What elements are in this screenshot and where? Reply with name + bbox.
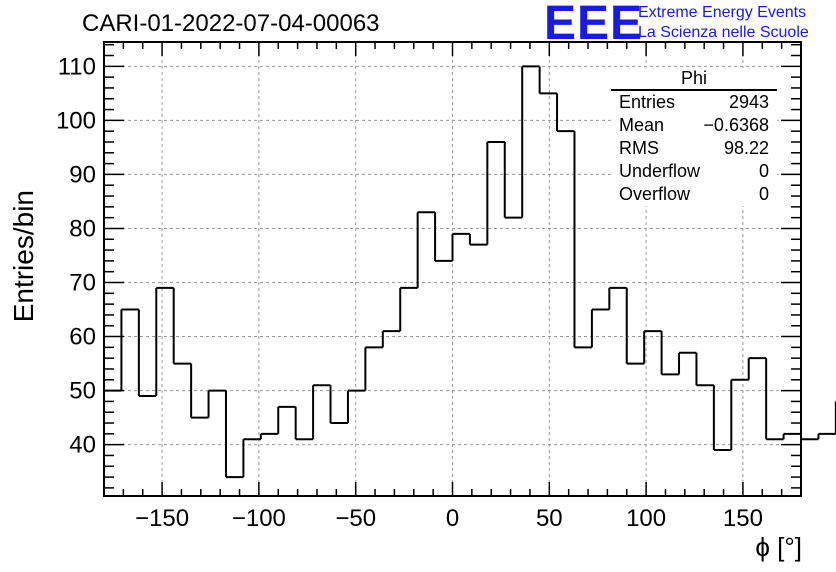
y-tick-label: 70 [69, 270, 96, 297]
stats-box-title: Phi [611, 68, 777, 91]
stats-label: Underflow [619, 161, 701, 181]
x-axis-label: ϕ [°] [755, 532, 802, 562]
y-axis-label: Entries/bin [8, 190, 39, 323]
logo-subtitle-line2: La Scienza nelle Scuole [638, 24, 809, 41]
stats-value: 98.22 [723, 138, 769, 158]
y-tick-label: 60 [69, 324, 96, 351]
y-tick-label: 110 [58, 53, 96, 80]
stats-label: Mean [619, 115, 665, 135]
stats-value: 2943 [728, 92, 769, 112]
y-tick-label: 90 [69, 161, 96, 188]
x-tick-label: 0 [446, 505, 459, 532]
x-tick-label: −150 [135, 505, 189, 532]
stats-box: Phi Entries 2943 Mean −0.6368 RMS 98.22 … [611, 68, 777, 206]
stats-row-overflow: Overflow 0 [611, 183, 777, 206]
y-tick-label: 50 [69, 378, 96, 405]
stats-row-rms: RMS 98.22 [611, 137, 777, 160]
y-tick-label: 40 [69, 432, 96, 459]
x-tick-label: 50 [536, 505, 563, 532]
stats-row-mean: Mean −0.6368 [611, 114, 777, 137]
stats-label: RMS [619, 138, 659, 158]
stats-value: 0 [758, 161, 769, 181]
stats-label: Entries [619, 92, 676, 112]
stats-value: 0 [758, 184, 769, 204]
stats-row-entries: Entries 2943 [611, 91, 777, 114]
stats-label: Overflow [619, 184, 691, 204]
chart-title: CARI-01-2022-07-04-00063 [82, 10, 380, 37]
y-tick-label: 80 [69, 215, 96, 242]
stats-row-underflow: Underflow 0 [611, 160, 777, 183]
x-tick-label: −50 [335, 505, 376, 532]
x-tick-label: 100 [626, 505, 666, 532]
x-tick-label: 150 [723, 505, 763, 532]
eee-logo: EEE [544, 0, 644, 50]
logo-subtitle-line1: Extreme Energy Events [638, 4, 807, 21]
y-tick-label: 100 [56, 107, 96, 134]
stats-value: −0.6368 [703, 115, 769, 135]
x-tick-label: −100 [232, 505, 286, 532]
